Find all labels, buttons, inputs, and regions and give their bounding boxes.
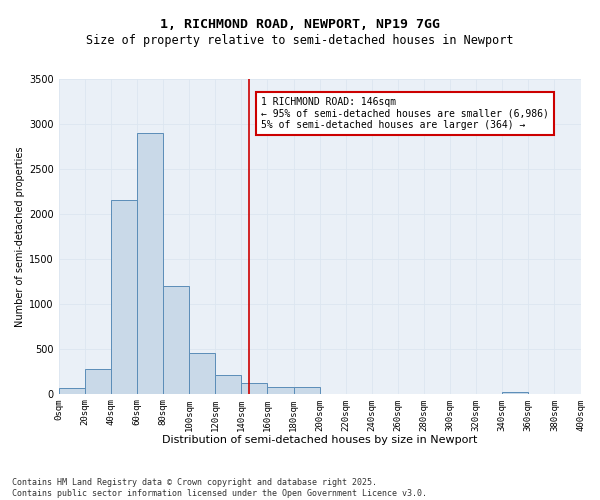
Bar — [215, 375, 241, 394]
Text: Size of property relative to semi-detached houses in Newport: Size of property relative to semi-detach… — [86, 34, 514, 47]
Bar — [111, 200, 137, 394]
Bar — [163, 286, 189, 394]
Bar — [137, 133, 163, 394]
X-axis label: Distribution of semi-detached houses by size in Newport: Distribution of semi-detached houses by … — [162, 435, 478, 445]
Text: 1 RICHMOND ROAD: 146sqm
← 95% of semi-detached houses are smaller (6,986)
5% of : 1 RICHMOND ROAD: 146sqm ← 95% of semi-de… — [261, 97, 549, 130]
Bar — [85, 370, 111, 394]
Bar — [293, 386, 320, 394]
Bar — [189, 354, 215, 394]
Bar — [59, 388, 85, 394]
Y-axis label: Number of semi-detached properties: Number of semi-detached properties — [15, 146, 25, 326]
Bar — [502, 392, 529, 394]
Text: 1, RICHMOND ROAD, NEWPORT, NP19 7GG: 1, RICHMOND ROAD, NEWPORT, NP19 7GG — [160, 18, 440, 30]
Bar — [241, 383, 268, 394]
Text: Contains HM Land Registry data © Crown copyright and database right 2025.
Contai: Contains HM Land Registry data © Crown c… — [12, 478, 427, 498]
Bar — [268, 386, 293, 394]
